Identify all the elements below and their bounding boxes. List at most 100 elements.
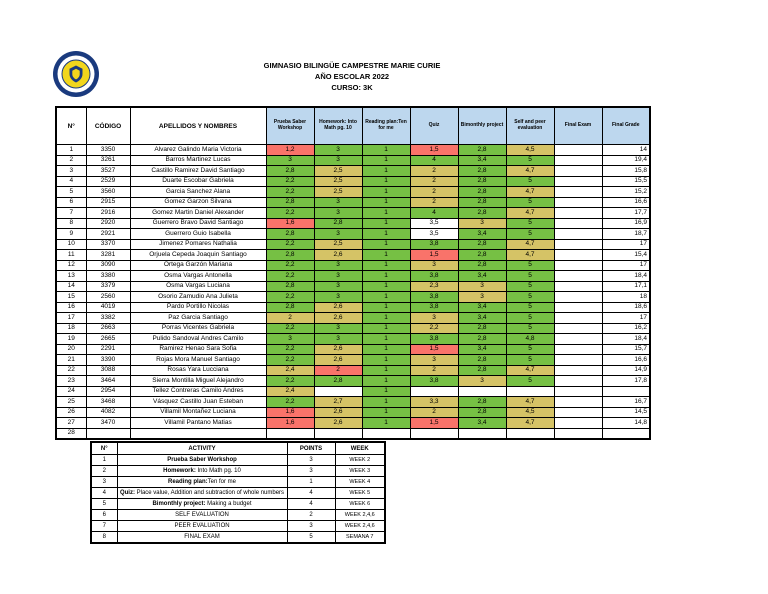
activity-name-cell: PEER EVALUATION bbox=[116, 520, 288, 532]
grade-cell: 1 bbox=[361, 238, 411, 250]
activity-name-cell: Quiz: Place value, Addition and subtract… bbox=[116, 487, 288, 499]
activity-points-cell: 2 bbox=[286, 509, 336, 521]
final-exam-cell bbox=[553, 249, 603, 261]
student-row: 5 3560 Garcia Sanchez Alana 2,2 2,5 1 2 2,8 4,7 1… bbox=[55, 186, 651, 198]
student-name-cell: Vásquez Castillo Juan Esteban bbox=[129, 396, 267, 408]
grade-cell: 1 bbox=[361, 417, 411, 429]
activity-points-cell: 1 bbox=[286, 476, 336, 488]
column-header-6: Quiz bbox=[409, 106, 459, 145]
grade-cell: 2,2 bbox=[265, 238, 315, 250]
school-crest-icon bbox=[53, 51, 99, 97]
activity-row: 1 Prueba Saber Workshop 3 WEEK 2 bbox=[90, 454, 386, 466]
grade-cell: 3,8 bbox=[409, 301, 459, 313]
grade-cell: 1 bbox=[361, 322, 411, 334]
student-name-cell: Rojas Mora Manuel Santiago bbox=[129, 354, 267, 366]
student-name-cell: Ortega Garzón Mariana bbox=[129, 259, 267, 271]
grade-cell: 3,8 bbox=[409, 333, 459, 345]
grade-cell: 2,2 bbox=[265, 343, 315, 355]
activity-points-cell: 4 bbox=[286, 498, 336, 510]
final-grade-cell bbox=[601, 427, 651, 440]
school-logo bbox=[52, 50, 100, 98]
grade-cell: 2,8 bbox=[265, 280, 315, 292]
grade-cell: 1 bbox=[361, 385, 411, 397]
grade-cell: 3 bbox=[409, 354, 459, 366]
final-exam-cell bbox=[553, 259, 603, 271]
grade-cell: 5 bbox=[505, 228, 555, 240]
activity-row: 5 Bimonthly project: Making a budget 4 WEEK… bbox=[90, 498, 386, 510]
student-row: 11 3281 Orjuela Cepeda Joaquin Santiago 2,8… bbox=[55, 249, 651, 261]
student-name-cell bbox=[129, 427, 267, 440]
grade-cell: 1,5 bbox=[409, 343, 459, 355]
grade-cell: 1 bbox=[361, 144, 411, 156]
final-exam-cell bbox=[553, 364, 603, 376]
grade-cell: 2,3 bbox=[409, 280, 459, 292]
activity-number-cell: 6 bbox=[90, 509, 118, 521]
grade-cell: 1 bbox=[361, 364, 411, 376]
student-code-cell: 4019 bbox=[85, 301, 131, 313]
legend-column-header-1: ACTIVITY bbox=[116, 441, 288, 455]
student-code-cell: 4082 bbox=[85, 406, 131, 418]
grade-cell: 1 bbox=[361, 333, 411, 345]
student-name-cell: Guerrero Guio Isabella bbox=[129, 228, 267, 240]
row-number-cell: 9 bbox=[55, 228, 87, 240]
grade-cell: 5 bbox=[505, 217, 555, 229]
final-grade-cell: 14,9 bbox=[601, 364, 651, 376]
grade-cell: 2,8 bbox=[457, 196, 507, 208]
activity-name-cell: SELF EVALUATION bbox=[116, 509, 288, 521]
student-code-cell: 2920 bbox=[85, 217, 131, 229]
row-number-cell: 20 bbox=[55, 343, 87, 355]
grade-cell: 2 bbox=[409, 196, 459, 208]
grade-cell: 3 bbox=[457, 375, 507, 387]
final-grade-cell: 15,4 bbox=[601, 249, 651, 261]
row-number-cell: 12 bbox=[55, 259, 87, 271]
column-header-4: Homework: Into Math pg. 10 bbox=[313, 106, 363, 145]
student-code-cell: 2663 bbox=[85, 322, 131, 334]
activity-week-cell: WEEK 2 bbox=[334, 454, 386, 466]
final-exam-cell bbox=[553, 154, 603, 166]
student-row: 1 3350 Alvarez Galindo Maria Victoria 1,2 3 1… bbox=[55, 144, 651, 156]
activity-number-cell: 8 bbox=[90, 531, 118, 544]
grade-cell: 5 bbox=[505, 291, 555, 303]
grade-cell: 4,5 bbox=[505, 144, 555, 156]
grade-cell: 1 bbox=[361, 196, 411, 208]
student-code-cell: 3470 bbox=[85, 417, 131, 429]
student-code-cell: 2291 bbox=[85, 343, 131, 355]
grade-cell: 3 bbox=[313, 207, 363, 219]
grade-cell bbox=[313, 427, 363, 440]
grade-cell: 2,8 bbox=[457, 333, 507, 345]
grade-cell: 1 bbox=[361, 186, 411, 198]
final-grade-cell: 18,4 bbox=[601, 270, 651, 282]
student-row: 2 3261 Barros Martinez Lucas 3 3 1 4 3,4 5 19,4 bbox=[55, 154, 651, 166]
activity-legend-table: N° ACTIVITY POINTS WEEK 1 Prueba Saber Works… bbox=[90, 441, 386, 544]
grade-cell: 3 bbox=[457, 217, 507, 229]
student-name-cell: Villamil Pantano Matias bbox=[129, 417, 267, 429]
grade-cell: 2,8 bbox=[457, 354, 507, 366]
activity-name-cell: Homework: Into Math pg. 10 bbox=[116, 465, 288, 477]
student-row: 3 3527 Castillo Ramirez David Santiago 2,8 2… bbox=[55, 165, 651, 177]
legend-column-header-2: POINTS bbox=[286, 441, 336, 455]
grade-cell: 3,5 bbox=[409, 217, 459, 229]
student-code-cell: 3281 bbox=[85, 249, 131, 261]
final-grade-cell: 14 bbox=[601, 144, 651, 156]
final-exam-cell bbox=[553, 228, 603, 240]
final-grade-cell: 17 bbox=[601, 259, 651, 271]
student-code-cell: 2529 bbox=[85, 175, 131, 187]
grade-cell: 2,8 bbox=[457, 322, 507, 334]
column-header-8: Self and peer evaluation bbox=[505, 106, 555, 145]
grade-cell: 2,6 bbox=[313, 417, 363, 429]
final-exam-cell bbox=[553, 396, 603, 408]
final-grade-cell: 15,5 bbox=[601, 175, 651, 187]
grade-cell: 3 bbox=[409, 312, 459, 324]
final-exam-cell bbox=[553, 291, 603, 303]
row-number-cell: 11 bbox=[55, 249, 87, 261]
grade-cell: 2,8 bbox=[457, 207, 507, 219]
final-grade-cell: 15,8 bbox=[601, 165, 651, 177]
grade-cell: 2,6 bbox=[313, 406, 363, 418]
grade-cell: 1,6 bbox=[265, 217, 315, 229]
grade-cell: 3 bbox=[265, 333, 315, 345]
grades-table-header: N° CÓDIGO APELLIDOS Y NOMBRES Prueba Saber … bbox=[55, 106, 651, 145]
column-header-0: N° bbox=[55, 106, 87, 145]
grade-cell: 2,8 bbox=[457, 364, 507, 376]
grade-cell: 3 bbox=[313, 196, 363, 208]
final-exam-cell bbox=[553, 175, 603, 187]
